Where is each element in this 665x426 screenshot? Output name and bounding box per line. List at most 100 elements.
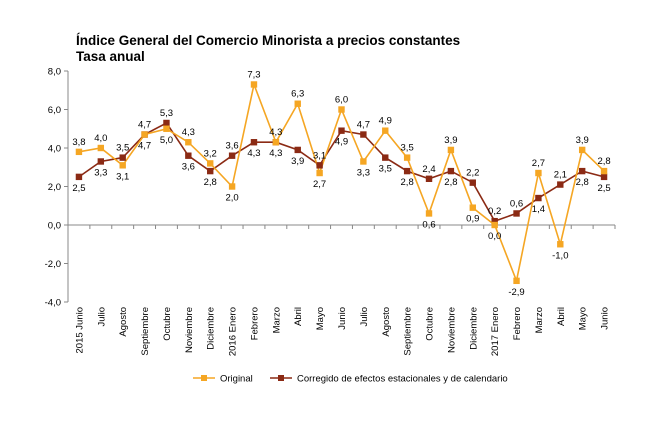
corrected-point (207, 167, 214, 175)
corrected-point (403, 167, 411, 175)
x-tick-label: 2017 Enero (490, 307, 501, 356)
y-tick-label: 0,0 (48, 221, 61, 232)
corrected-data-label: 2,5 (597, 183, 610, 194)
x-tick-label: Diciembre (206, 307, 217, 350)
corrected-data-label: 4,7 (357, 120, 370, 131)
y-tick-label: -4,0 (45, 298, 61, 309)
original-data-label: 5,0 (160, 135, 173, 146)
original-point (447, 146, 455, 154)
corrected-point (425, 175, 433, 182)
original-data-label: 3,9 (444, 135, 457, 146)
original-point (557, 241, 564, 248)
x-tick-label: Febrero (512, 307, 523, 340)
original-data-label: 3,1 (116, 171, 129, 182)
corrected-data-label: 5,3 (160, 108, 173, 119)
chart-title-main: Índice General del Comercio Minorista a … (76, 33, 461, 48)
original-data-label: 3,8 (72, 137, 85, 148)
original-point (600, 167, 608, 175)
x-tick-label: Agosto (381, 307, 392, 337)
corrected-point (97, 158, 105, 165)
corrected-data-label: 2,1 (554, 170, 567, 181)
corrected-data-label: 3,9 (291, 156, 304, 167)
corrected-point (119, 154, 126, 161)
original-point (75, 148, 83, 156)
corrected-point (75, 173, 83, 181)
original-data-label: 2,8 (597, 156, 610, 167)
original-point (425, 210, 433, 217)
x-tick-label: Julio (359, 307, 370, 327)
original-point (119, 162, 126, 169)
original-point (469, 204, 476, 211)
corrected-data-label: 0,6 (510, 198, 523, 209)
original-data-label: -1,0 (552, 250, 568, 261)
corrected-data-label: 3,6 (225, 141, 238, 152)
original-data-label: 3,9 (576, 135, 589, 146)
y-tick-label: 4,0 (48, 144, 61, 155)
corrected-point (294, 146, 301, 154)
original-point (338, 106, 345, 113)
corrected-point (491, 217, 498, 225)
corrected-data-label: 2,8 (576, 177, 589, 188)
x-tick-label: Marzo (534, 307, 545, 333)
corrected-data-label: 4,9 (335, 137, 348, 148)
original-point (250, 81, 258, 88)
x-tick-label: Agosto (118, 307, 129, 337)
original-point (185, 139, 192, 146)
corrected-data-label: 0,2 (488, 206, 501, 217)
corrected-point (578, 167, 586, 175)
corrected-data-label: 3,1 (313, 150, 326, 161)
x-tick-label: Abril (293, 307, 304, 326)
legend-original-label: Original (220, 374, 253, 385)
x-tick-label: Septiembre (403, 307, 414, 356)
original-data-label: 3,5 (401, 143, 414, 154)
y-tick-label: 2,0 (48, 182, 61, 193)
corrected-data-label: 4,7 (138, 141, 151, 152)
corrected-point (185, 152, 192, 159)
corrected-data-label: 3,5 (116, 143, 129, 154)
original-point (207, 160, 214, 167)
chart-subtitle: Tasa anual (76, 49, 145, 64)
original-point (382, 127, 389, 134)
x-tick-label: Octubre (162, 307, 173, 341)
legend-original-marker (201, 375, 207, 381)
original-data-label: 4,9 (379, 116, 392, 127)
x-tick-label: Marzo (271, 307, 282, 333)
corrected-data-label: 2,8 (204, 177, 217, 188)
original-data-label: 2,7 (532, 158, 545, 169)
original-data-label: 4,7 (138, 120, 151, 131)
legend-corrected-marker (278, 375, 284, 381)
series-markers (75, 81, 608, 285)
x-tick-label: 2015 Junio (74, 307, 85, 353)
corrected-point (228, 152, 236, 159)
original-point (513, 277, 520, 285)
corrected-point (447, 167, 455, 175)
original-point (578, 146, 586, 154)
corrected-data-label: 4,3 (269, 148, 282, 159)
y-tick-label: -2,0 (45, 259, 61, 270)
corrected-data-label: 2,2 (466, 168, 479, 179)
corrected-data-label: 2,8 (444, 177, 457, 188)
series-lines (78, 81, 605, 284)
corrected-data-label: 2,8 (401, 177, 414, 188)
original-point (316, 169, 323, 177)
corrected-point (600, 173, 608, 181)
x-tick-label: Noviembre (184, 307, 195, 353)
original-data-label: 4,3 (182, 127, 195, 138)
corrected-point (382, 154, 389, 161)
original-data-label: 7,3 (247, 69, 260, 80)
original-data-label: 3,3 (357, 167, 370, 178)
x-tick-label: Junio (337, 307, 348, 330)
original-point (360, 158, 367, 165)
original-point (228, 183, 236, 190)
corrected-data-label: 2,4 (422, 164, 435, 175)
x-tick-label: Diciembre (468, 307, 479, 350)
corrected-point (338, 127, 345, 134)
original-data-label: 2,0 (225, 193, 238, 204)
x-tick-label: Octubre (425, 307, 436, 341)
x-tick-label: 2016 Enero (228, 307, 239, 356)
original-data-label: 0,0 (488, 231, 501, 242)
original-data-label: 4,3 (269, 127, 282, 138)
y-tick-label: 6,0 (48, 105, 61, 116)
x-tick-label: Septiembre (140, 307, 151, 356)
data-labels: 3,8 2,5 4,0 3,3 3,1 3,5 4,7 4,7 5,0 5,3 4,3 3,6 3,2 2… (72, 69, 610, 297)
